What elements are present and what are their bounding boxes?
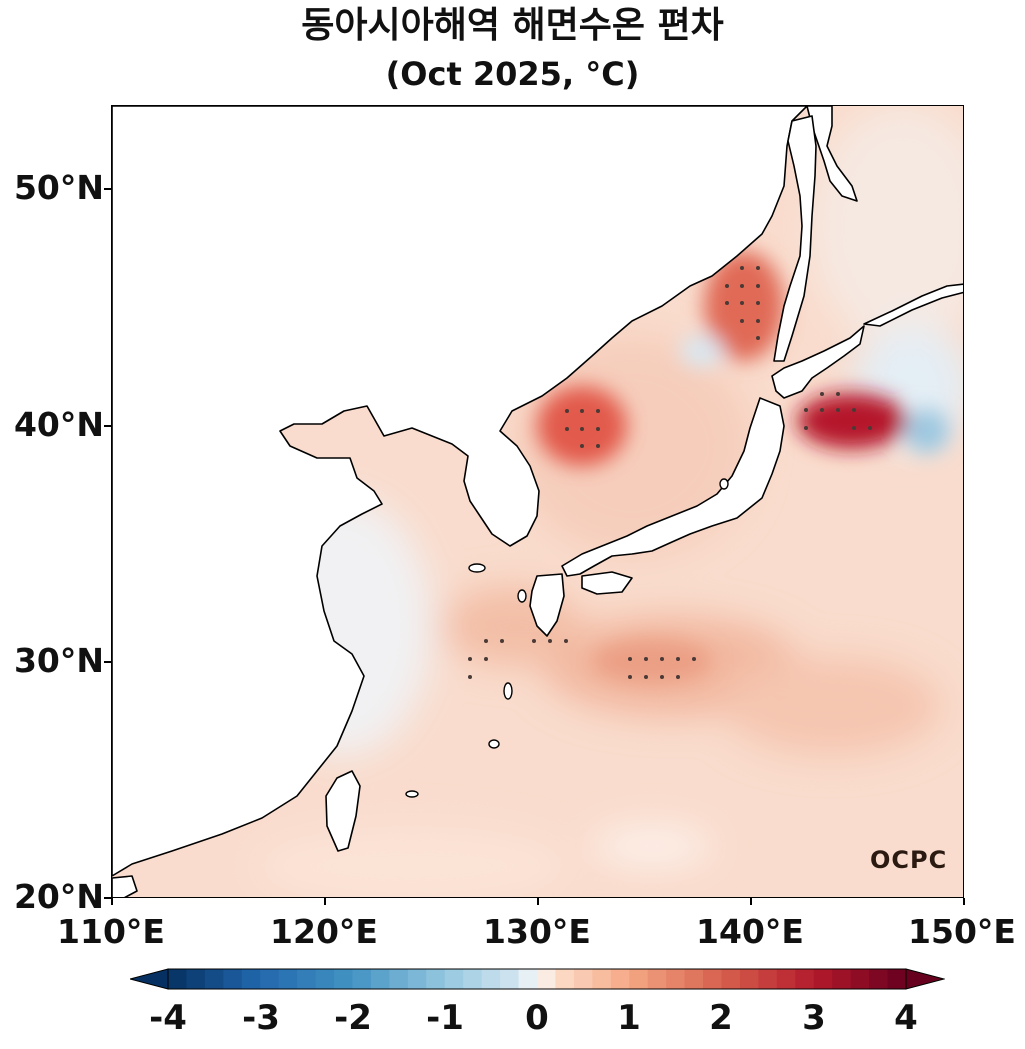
colorbar-extend-high: [905, 968, 945, 990]
colorbar-segment: [776, 969, 796, 989]
colorbar-segment: [186, 969, 206, 989]
colorbar-segment: [610, 969, 630, 989]
colorbar-segment: [481, 969, 501, 989]
colorbar-segment: [260, 969, 280, 989]
colorbar-segment: [278, 969, 298, 989]
colorbar-label-neg4: -4: [149, 998, 187, 1038]
colorbar-segment: [832, 969, 852, 989]
colorbar-segment: [795, 969, 815, 989]
lon-label-120e: 120°E: [270, 912, 378, 951]
colorbar-segment: [555, 969, 575, 989]
colorbar-segment: [352, 969, 372, 989]
colorbar-segment: [666, 969, 686, 989]
colorbar-segment: [869, 969, 889, 989]
map-title: 동아시아해역 해면수온 편차: [301, 5, 724, 46]
colorbar-segment: [850, 969, 870, 989]
colorbar-segment: [592, 969, 612, 989]
colorbar-segment: [537, 969, 557, 989]
colorbar-segment: [813, 969, 833, 989]
colorbar-segment: [887, 969, 907, 989]
colorbar-segment: [204, 969, 224, 989]
colorbar-segment: [573, 969, 593, 989]
colorbar-extend-low: [130, 968, 169, 990]
lat-label-50n: 50°N: [13, 168, 104, 207]
colorbar-segment: [426, 969, 446, 989]
colorbar-segment: [315, 969, 335, 989]
lon-label-110e: 110°E: [57, 912, 165, 951]
colorbar: [130, 968, 945, 990]
colorbar-segment: [629, 969, 649, 989]
colorbar-segment: [758, 969, 778, 989]
map-subtitle: (Oct 2025, °C): [385, 55, 640, 93]
colorbar-segment: [500, 969, 520, 989]
colorbar-segment: [241, 969, 261, 989]
colorbar-label-neg2: -2: [334, 998, 372, 1038]
colorbar-label-0: 0: [525, 998, 549, 1038]
colorbar-label-3: 3: [802, 998, 826, 1038]
colorbar-segment: [334, 969, 354, 989]
ocpc-logo: OCPC: [870, 846, 948, 874]
colorbar-segment: [444, 969, 464, 989]
colorbar-segment: [721, 969, 741, 989]
colorbar-segment: [703, 969, 723, 989]
colorbar-segment: [168, 969, 188, 989]
lat-label-20n: 20°N: [13, 877, 104, 916]
significance-dots: [468, 266, 872, 679]
colorbar-label-neg1: -1: [426, 998, 464, 1038]
map-panel: [111, 105, 964, 898]
colorbar-segment: [370, 969, 390, 989]
colorbar-segment: [407, 969, 427, 989]
lon-label-140e: 140°E: [696, 912, 804, 951]
colorbar-segment: [518, 969, 538, 989]
colorbar-segment: [684, 969, 704, 989]
colorbar-segment: [463, 969, 483, 989]
colorbar-segment: [389, 969, 409, 989]
sst-anomaly-map: [112, 106, 963, 897]
lat-label-30n: 30°N: [13, 641, 104, 680]
colorbar-label-neg3: -3: [242, 998, 280, 1038]
colorbar-segment: [739, 969, 759, 989]
colorbar-segment: [297, 969, 317, 989]
colorbar-label-4: 4: [894, 998, 918, 1038]
colorbar-segment: [647, 969, 667, 989]
colorbar-segment: [223, 969, 243, 989]
colorbar-label-2: 2: [709, 998, 733, 1038]
colorbar-label-1: 1: [617, 998, 641, 1038]
lon-label-150e: 150°E: [908, 912, 1016, 951]
lat-label-40n: 40°N: [13, 405, 104, 444]
lon-label-130e: 130°E: [483, 912, 591, 951]
